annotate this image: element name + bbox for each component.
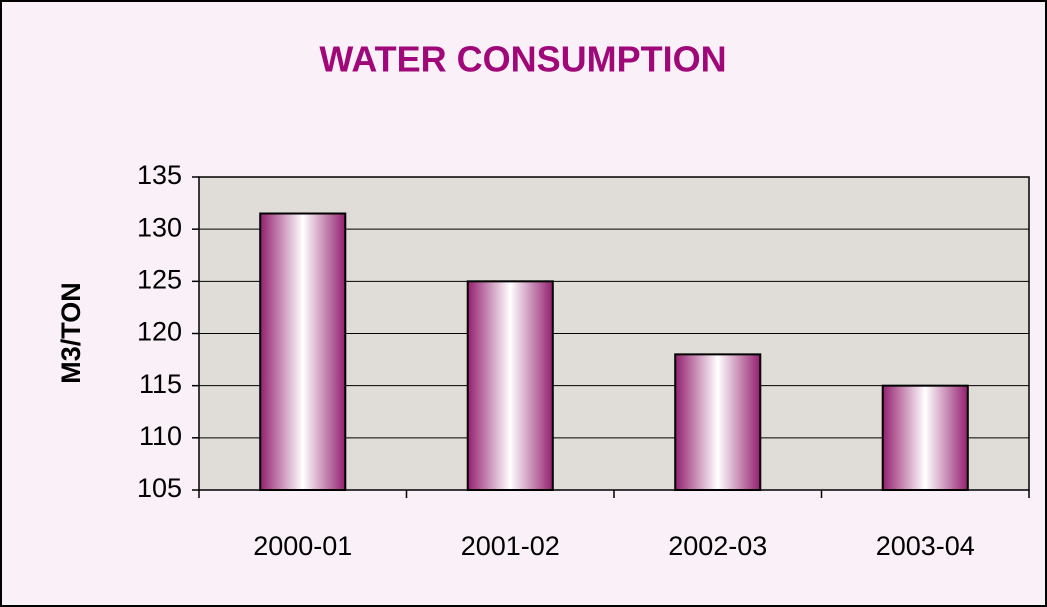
bar <box>466 280 554 492</box>
x-tick-label: 2000-01 <box>253 531 352 561</box>
x-tick-label: 2002-03 <box>668 531 767 561</box>
y-tick-label: 135 <box>137 160 182 190</box>
y-tick-label: 125 <box>137 264 182 294</box>
bar <box>674 353 762 491</box>
x-tick-label: 2001-02 <box>461 531 560 561</box>
y-tick-label: 115 <box>139 369 182 399</box>
chart-title: WATER CONSUMPTION <box>319 39 726 80</box>
bar <box>881 384 969 491</box>
y-tick-label: 110 <box>139 421 182 451</box>
x-tick-label: 2003-04 <box>876 531 975 561</box>
bar <box>259 212 347 491</box>
y-tick-label: 130 <box>137 212 182 242</box>
y-axis-label: M3/TON <box>56 282 86 384</box>
y-tick-label: 105 <box>137 473 182 503</box>
y-tick-label: 120 <box>137 317 182 347</box>
